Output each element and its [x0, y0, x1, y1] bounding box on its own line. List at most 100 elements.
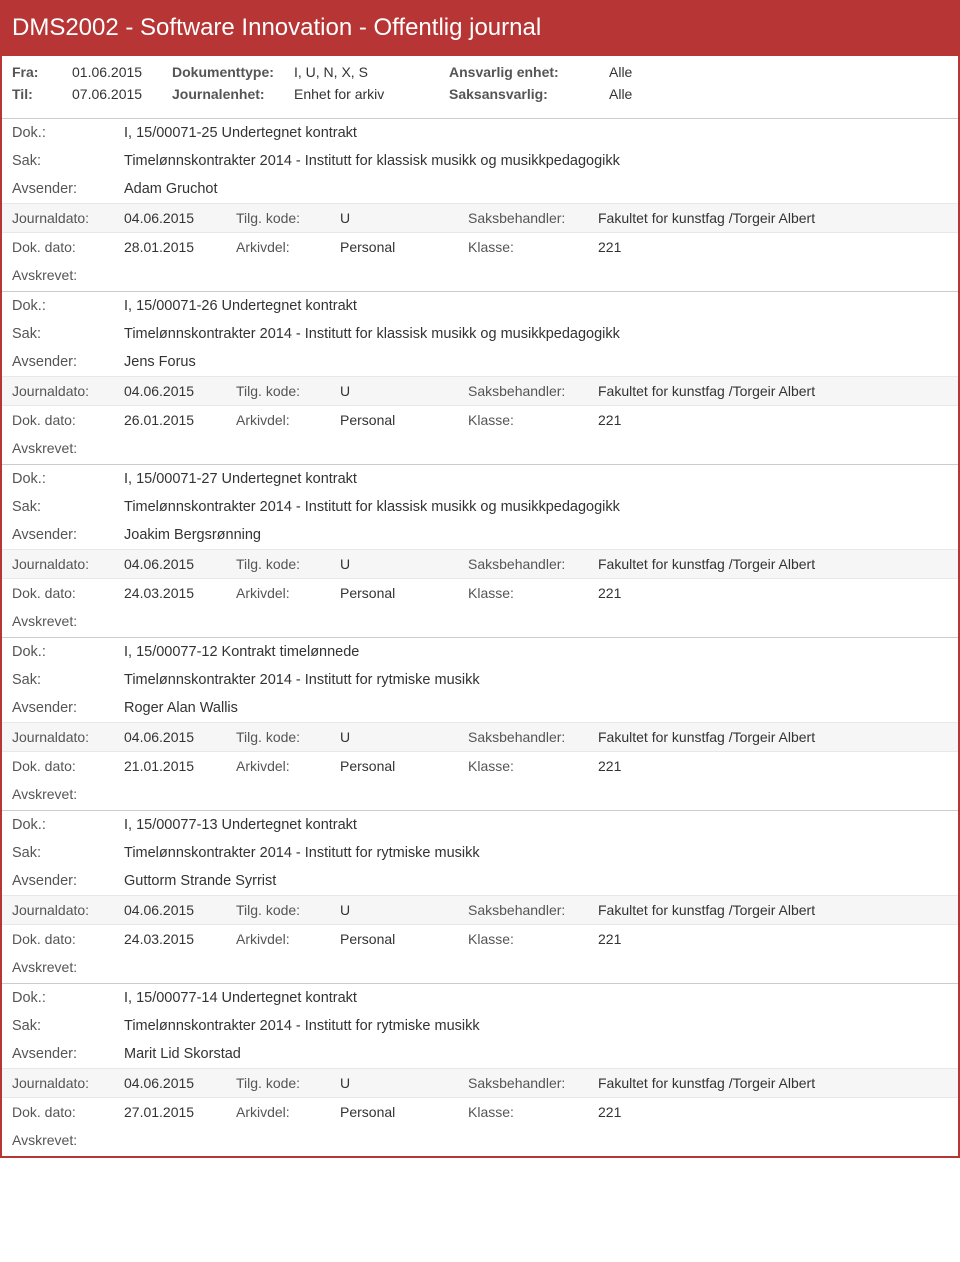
- avsender-value: Roger Alan Wallis: [124, 700, 238, 716]
- entry-sak-row: Sak:Timelønnskontrakter 2014 - Institutt…: [2, 493, 958, 521]
- dokdato-label: Dok. dato:: [12, 239, 124, 255]
- saksbehandler-label: Saksbehandler:: [468, 902, 598, 918]
- journaldato-label: Journaldato:: [12, 210, 124, 226]
- tilgkode-label: Tilg. kode:: [236, 210, 340, 226]
- sak-value: Timelønnskontrakter 2014 - Institutt for…: [124, 672, 480, 688]
- avsender-label: Avsender:: [12, 700, 124, 716]
- arkivdel-value: Personal: [340, 931, 468, 947]
- arkivdel-value: Personal: [340, 585, 468, 601]
- journal-entry: Dok.:I, 15/00071-27 Undertegnet kontrakt…: [2, 464, 958, 637]
- dokdato-label: Dok. dato:: [12, 1104, 124, 1120]
- entry-dok-row: Dok.:I, 15/00071-27 Undertegnet kontrakt: [2, 465, 958, 493]
- avskrevet-label: Avskrevet:: [2, 1126, 958, 1156]
- entry-meta-row-2: Dok. dato:21.01.2015Arkivdel:PersonalKla…: [2, 751, 958, 780]
- avskrevet-label: Avskrevet:: [2, 780, 958, 810]
- journaldato-value: 04.06.2015: [124, 902, 236, 918]
- dokdato-label: Dok. dato:: [12, 931, 124, 947]
- arkivdel-label: Arkivdel:: [236, 412, 340, 428]
- arkivdel-label: Arkivdel:: [236, 1104, 340, 1120]
- saksbehandler-value: Fakultet for kunstfag /Torgeir Albert: [598, 383, 815, 399]
- arkivdel-label: Arkivdel:: [236, 758, 340, 774]
- avsender-label: Avsender:: [12, 527, 124, 543]
- journal-entry: Dok.:I, 15/00071-25 Undertegnet kontrakt…: [2, 118, 958, 291]
- entry-dok-row: Dok.:I, 15/00077-13 Undertegnet kontrakt: [2, 811, 958, 839]
- entry-dok-row: Dok.:I, 15/00077-14 Undertegnet kontrakt: [2, 984, 958, 1012]
- klasse-label: Klasse:: [468, 931, 598, 947]
- dokdato-value: 28.01.2015: [124, 239, 236, 255]
- dokdato-label: Dok. dato:: [12, 585, 124, 601]
- sak-label: Sak:: [12, 153, 124, 169]
- entry-avsender-row: Avsender:Joakim Bergsrønning: [2, 521, 958, 549]
- journal-entry: Dok.:I, 15/00071-26 Undertegnet kontrakt…: [2, 291, 958, 464]
- dok-label: Dok.:: [12, 125, 124, 141]
- saksbehandler-value: Fakultet for kunstfag /Torgeir Albert: [598, 556, 815, 572]
- klasse-label: Klasse:: [468, 758, 598, 774]
- dok-label: Dok.:: [12, 990, 124, 1006]
- tilgkode-label: Tilg. kode:: [236, 556, 340, 572]
- dok-label: Dok.:: [12, 644, 124, 660]
- entry-meta-row-1: Journaldato:04.06.2015Tilg. kode:USaksbe…: [2, 1068, 958, 1097]
- entries-list: Dok.:I, 15/00071-25 Undertegnet kontrakt…: [2, 118, 958, 1156]
- entry-sak-row: Sak:Timelønnskontrakter 2014 - Institutt…: [2, 320, 958, 348]
- entry-meta-row-2: Dok. dato:26.01.2015Arkivdel:PersonalKla…: [2, 405, 958, 434]
- dok-value: I, 15/00077-13 Undertegnet kontrakt: [124, 817, 357, 833]
- tilgkode-label: Tilg. kode:: [236, 902, 340, 918]
- klasse-value: 221: [598, 1104, 621, 1120]
- journaldato-value: 04.06.2015: [124, 729, 236, 745]
- avsender-label: Avsender:: [12, 354, 124, 370]
- arkivdel-value: Personal: [340, 412, 468, 428]
- avskrevet-label: Avskrevet:: [2, 607, 958, 637]
- dok-value: I, 15/00077-14 Undertegnet kontrakt: [124, 990, 357, 1006]
- sak-value: Timelønnskontrakter 2014 - Institutt for…: [124, 153, 620, 169]
- journaldato-value: 04.06.2015: [124, 383, 236, 399]
- journal-entry: Dok.:I, 15/00077-12 Kontrakt timelønnede…: [2, 637, 958, 810]
- filter-til-label: Til:: [12, 86, 72, 102]
- journal-entry: Dok.:I, 15/00077-13 Undertegnet kontrakt…: [2, 810, 958, 983]
- arkivdel-label: Arkivdel:: [236, 585, 340, 601]
- filter-journalenhet-value: Enhet for arkiv: [294, 86, 449, 102]
- saksbehandler-value: Fakultet for kunstfag /Torgeir Albert: [598, 729, 815, 745]
- sak-label: Sak:: [12, 326, 124, 342]
- filter-ansvarlig-enhet-value: Alle: [609, 64, 632, 80]
- tilgkode-value: U: [340, 383, 468, 399]
- sak-value: Timelønnskontrakter 2014 - Institutt for…: [124, 499, 620, 515]
- avsender-value: Jens Forus: [124, 354, 196, 370]
- avsender-label: Avsender:: [12, 873, 124, 889]
- entry-sak-row: Sak:Timelønnskontrakter 2014 - Institutt…: [2, 666, 958, 694]
- sak-label: Sak:: [12, 1018, 124, 1034]
- filter-row-2: Til: 07.06.2015 Journalenhet: Enhet for …: [12, 86, 948, 102]
- page-title: DMS2002 - Software Innovation - Offentli…: [2, 2, 958, 56]
- filter-saksansvarlig-label: Saksansvarlig:: [449, 86, 609, 102]
- tilgkode-label: Tilg. kode:: [236, 383, 340, 399]
- avsender-value: Adam Gruchot: [124, 181, 218, 197]
- avskrevet-label: Avskrevet:: [2, 434, 958, 464]
- journaldato-label: Journaldato:: [12, 556, 124, 572]
- journal-page: DMS2002 - Software Innovation - Offentli…: [0, 0, 960, 1158]
- klasse-value: 221: [598, 931, 621, 947]
- entry-avsender-row: Avsender:Jens Forus: [2, 348, 958, 376]
- filter-journalenhet-label: Journalenhet:: [172, 86, 294, 102]
- dokdato-label: Dok. dato:: [12, 758, 124, 774]
- entry-meta-row-1: Journaldato:04.06.2015Tilg. kode:USaksbe…: [2, 895, 958, 924]
- entry-meta-row-1: Journaldato:04.06.2015Tilg. kode:USaksbe…: [2, 203, 958, 232]
- klasse-value: 221: [598, 585, 621, 601]
- avsender-value: Marit Lid Skorstad: [124, 1046, 241, 1062]
- avsender-value: Guttorm Strande Syrrist: [124, 873, 276, 889]
- arkivdel-label: Arkivdel:: [236, 239, 340, 255]
- entry-meta-row-2: Dok. dato:24.03.2015Arkivdel:PersonalKla…: [2, 578, 958, 607]
- journaldato-value: 04.06.2015: [124, 556, 236, 572]
- saksbehandler-label: Saksbehandler:: [468, 210, 598, 226]
- saksbehandler-label: Saksbehandler:: [468, 1075, 598, 1091]
- entry-avsender-row: Avsender:Marit Lid Skorstad: [2, 1040, 958, 1068]
- klasse-label: Klasse:: [468, 412, 598, 428]
- avskrevet-label: Avskrevet:: [2, 261, 958, 291]
- sak-label: Sak:: [12, 672, 124, 688]
- journaldato-label: Journaldato:: [12, 383, 124, 399]
- saksbehandler-label: Saksbehandler:: [468, 729, 598, 745]
- klasse-value: 221: [598, 239, 621, 255]
- journaldato-label: Journaldato:: [12, 729, 124, 745]
- journaldato-label: Journaldato:: [12, 902, 124, 918]
- filter-fra-label: Fra:: [12, 64, 72, 80]
- entry-dok-row: Dok.:I, 15/00071-26 Undertegnet kontrakt: [2, 292, 958, 320]
- tilgkode-value: U: [340, 210, 468, 226]
